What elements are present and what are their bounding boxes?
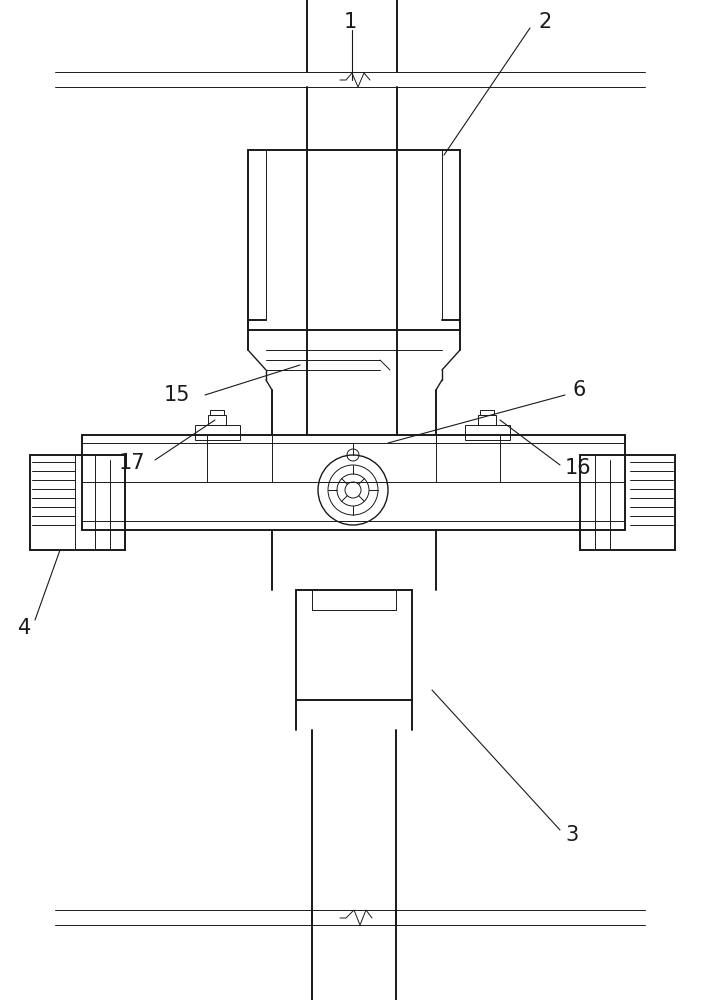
Bar — [195, 425, 240, 440]
Text: 1: 1 — [343, 12, 357, 32]
Bar — [465, 425, 510, 440]
Text: 6: 6 — [572, 380, 585, 400]
Text: 17: 17 — [118, 453, 145, 473]
Bar — [248, 150, 460, 330]
Bar — [30, 455, 125, 550]
Bar — [580, 455, 675, 550]
Bar — [296, 590, 412, 700]
Text: 2: 2 — [538, 12, 551, 32]
Text: 4: 4 — [18, 618, 32, 638]
Bar — [478, 415, 496, 425]
Bar — [210, 410, 224, 415]
Text: 3: 3 — [565, 825, 578, 845]
Bar — [208, 415, 226, 425]
Bar — [480, 410, 494, 415]
Text: 16: 16 — [565, 458, 591, 478]
Text: 15: 15 — [164, 385, 190, 405]
